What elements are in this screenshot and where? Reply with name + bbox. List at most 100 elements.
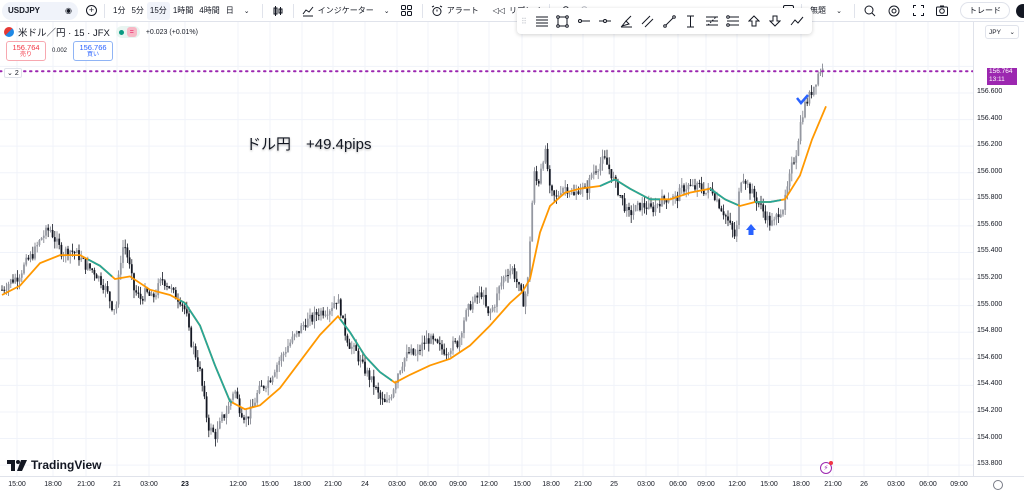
camera-icon[interactable]: [934, 3, 950, 19]
time-tick-label: 23: [181, 481, 189, 488]
chevron-down-icon[interactable]: ⌄: [836, 7, 842, 15]
rewind-icon: ◁◁: [492, 6, 506, 15]
interval-1d[interactable]: 日: [225, 6, 234, 15]
top-toolbar: USDJPY ◉ + 1分 5分 15分 1時間 4時間 日 ⌄ インジケーター…: [0, 0, 1024, 22]
price-axis[interactable]: [973, 22, 1024, 476]
time-tick-label: 18:00: [293, 481, 311, 488]
time-tick-label: 06:00: [669, 481, 687, 488]
time-tick-label: 03:00: [637, 481, 655, 488]
time-tick-label: 21: [113, 481, 121, 488]
bar-countdown: 13:11: [989, 76, 1005, 83]
interval-4h[interactable]: 4時間: [199, 6, 220, 15]
tradingview-logo[interactable]: TradingView: [7, 458, 101, 472]
equal-icon: =: [126, 27, 137, 37]
indicators-label: インジケーター: [317, 6, 374, 15]
price-tick-label: 156.600: [977, 88, 1003, 95]
candle-style-icon[interactable]: [270, 3, 286, 19]
eye-icon[interactable]: ◉: [65, 6, 72, 15]
trade-buttons: 156.764 売り 0.002 156.766 買い: [6, 41, 114, 61]
time-tick-label: 21:00: [824, 481, 842, 488]
avatar[interactable]: [1016, 3, 1024, 18]
legend-change: +0.023 (+0.01%): [145, 28, 198, 36]
fib-retracement-icon[interactable]: [702, 11, 722, 31]
divider: [421, 3, 423, 18]
annotation-text[interactable]: ドル円 +49.4pips: [246, 136, 372, 153]
time-tick-label: 09:00: [950, 481, 968, 488]
path-icon[interactable]: [787, 11, 807, 31]
price-tick-label: 156.200: [977, 141, 1003, 149]
parallel-channel-icon[interactable]: [638, 11, 658, 31]
divider: [292, 3, 294, 18]
price-tick-label: 156.000: [977, 167, 1003, 175]
drag-handle-icon[interactable]: ⠿: [521, 16, 527, 26]
last-price-value: 156.764: [989, 68, 1013, 75]
divider: [104, 3, 105, 18]
alert-label: アラート: [446, 6, 479, 15]
time-tick-label: 09:00: [697, 481, 715, 488]
brush-icon[interactable]: [617, 11, 637, 31]
quick-search-icon[interactable]: [862, 3, 878, 19]
time-tick-label: 03:00: [140, 481, 158, 488]
horizontal-ray-icon[interactable]: [574, 11, 594, 31]
sell-button[interactable]: 156.764 売り: [6, 41, 46, 61]
position-icon[interactable]: [723, 11, 743, 31]
legend-title[interactable]: 米ドル／円 · 15 · JFX: [18, 28, 110, 39]
arrow-down-icon[interactable]: [765, 11, 785, 31]
interval-5m[interactable]: 5分: [131, 6, 144, 15]
price-tick-label: 153.800: [977, 460, 1003, 468]
price-tick-label: 154.400: [977, 380, 1003, 388]
buy-button[interactable]: 156.766 買い: [73, 41, 114, 61]
alert-button[interactable]: アラート: [428, 2, 482, 20]
price-tick-label: 154.200: [977, 406, 1003, 414]
compare-plus-icon[interactable]: +: [86, 5, 97, 16]
fullscreen-icon[interactable]: [910, 3, 926, 19]
time-tick-label: 21:00: [574, 481, 592, 488]
trend-line-icon[interactable]: [659, 11, 679, 31]
horizontal-line-icon[interactable]: [596, 11, 616, 31]
interval-1h[interactable]: 1時間: [172, 6, 194, 15]
horizontal-lines-icon[interactable]: [532, 11, 552, 31]
rectangle-icon[interactable]: [553, 11, 573, 31]
divider: [261, 3, 263, 18]
collapse-indicators-button[interactable]: ⌄ 2: [4, 68, 22, 78]
chevron-down-icon[interactable]: ⌄: [383, 7, 390, 15]
last-price-tag: 156.764 13:11: [987, 68, 1017, 85]
time-tick-label: 03:00: [887, 481, 905, 488]
indicators-button[interactable]: インジケーター: [299, 2, 377, 20]
time-tick-label: 15:00: [760, 481, 778, 488]
sell-label: 売り: [19, 52, 32, 59]
time-tick-label: 26: [860, 481, 868, 488]
axis-settings-icon[interactable]: [993, 480, 1003, 490]
currency-label: JPY: [989, 28, 1001, 36]
time-tick-label: 18:00: [44, 481, 62, 488]
price-tick-label: 154.800: [977, 327, 1003, 335]
market-status-pill[interactable]: =: [115, 26, 140, 38]
interval-1m[interactable]: 1分: [113, 6, 126, 15]
time-tick-label: 25: [610, 481, 618, 488]
price-tick-label: 155.000: [977, 300, 1003, 308]
price-chart[interactable]: [0, 22, 973, 476]
currency-selector[interactable]: JPY ⌄: [985, 25, 1019, 39]
time-tick-label: 21:00: [77, 481, 95, 488]
indicators-icon: [302, 6, 314, 16]
chevron-down-icon[interactable]: ⌄: [243, 7, 250, 15]
time-tick-label: 03:00: [388, 481, 406, 488]
time-tick-label: 06:00: [919, 481, 937, 488]
drawing-toolbar: ⠿: [517, 8, 812, 34]
alarm-clock-icon: [431, 5, 442, 16]
buy-label: 買い: [87, 52, 100, 59]
arrow-up-icon[interactable]: [744, 11, 764, 31]
trade-button[interactable]: トレード: [960, 2, 1010, 19]
date-price-range-icon[interactable]: [681, 11, 701, 31]
symbol-search[interactable]: USDJPY ◉: [2, 1, 78, 20]
settings-icon[interactable]: [886, 3, 902, 19]
time-tick-label: 18:00: [542, 481, 560, 488]
time-tick-label: 24: [361, 481, 369, 488]
interval-15m[interactable]: 15分: [146, 1, 170, 20]
time-tick-label: 12:00: [728, 481, 746, 488]
layout-name[interactable]: 無題: [810, 6, 826, 15]
templates-grid-icon[interactable]: [399, 3, 415, 19]
time-axis[interactable]: 15:00 18:00 21:00 21 03:00 23 12:00 15:00 18:00 2…: [0, 476, 1024, 494]
notification-badge: [829, 461, 833, 465]
scroll-to-realtime-button[interactable]: ⚡: [820, 461, 833, 474]
